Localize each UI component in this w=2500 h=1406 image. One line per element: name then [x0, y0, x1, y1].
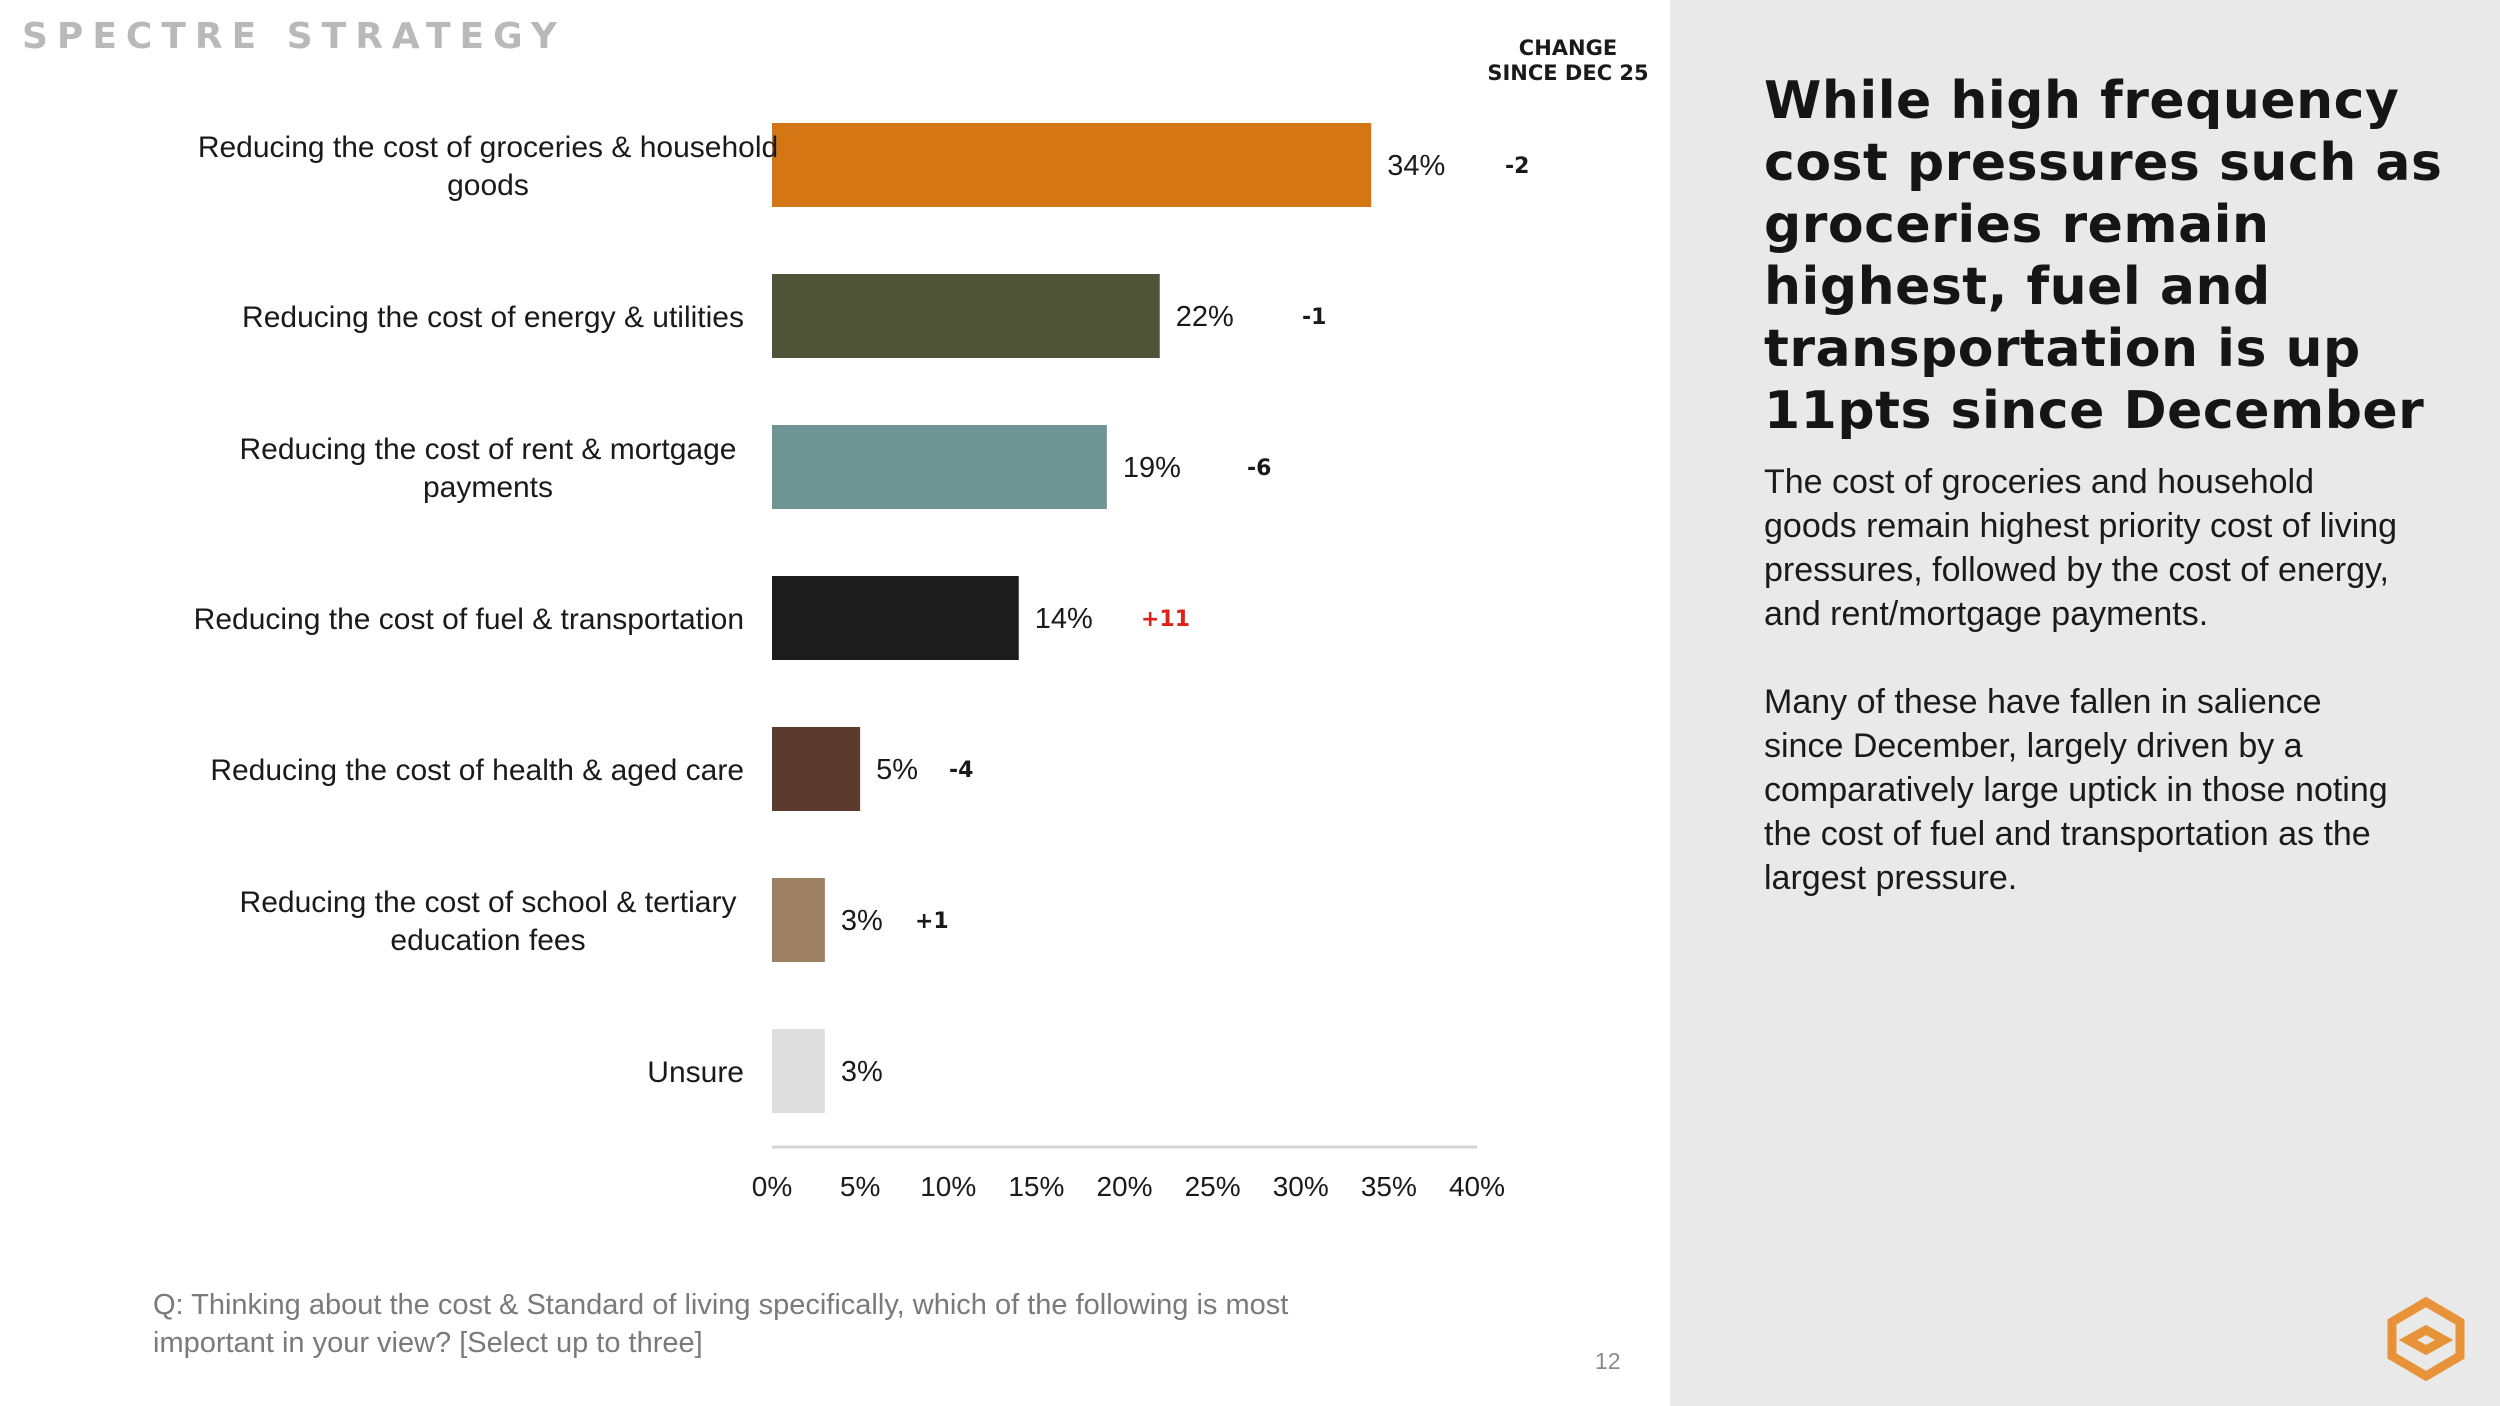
bar-4 — [772, 576, 1019, 660]
category-label: Reducing the cost of energy & utilities — [242, 301, 744, 334]
value-label: 3% — [841, 1056, 883, 1088]
summary-body: The cost of groceries and household good… — [1764, 460, 2404, 944]
category-label: education fees — [390, 924, 585, 957]
survey-question: Q: Thinking about the cost & Standard of… — [153, 1289, 1289, 1359]
x-tick-label: 20% — [1096, 1171, 1152, 1202]
x-tick-label: 10% — [920, 1171, 976, 1202]
summary-paragraph-1: The cost of groceries and household good… — [1764, 463, 2398, 633]
change-header-line2: SINCE DEC 25 — [1487, 61, 1649, 85]
change-label: +11 — [1141, 607, 1190, 632]
brand-name: SPECTRE STRATEGY — [22, 16, 566, 57]
x-tick-label: 5% — [840, 1171, 880, 1202]
category-label: Unsure — [647, 1056, 744, 1089]
x-tick-label: 0% — [752, 1171, 792, 1202]
bar-7 — [772, 1029, 825, 1113]
value-label: 14% — [1035, 603, 1093, 635]
brand-logo-icon — [2387, 1296, 2465, 1382]
change-label: -1 — [1302, 305, 1326, 330]
category-label: Reducing the cost of fuel & transportati… — [194, 603, 744, 636]
value-label: 3% — [841, 905, 883, 937]
summary-paragraph-2: Many of these have fallen in salience si… — [1764, 683, 2388, 897]
value-label: 22% — [1176, 301, 1234, 333]
summary-panel: While high frequency cost pressures such… — [1670, 0, 2500, 1406]
category-label: Reducing the cost of rent & mortgage — [240, 433, 737, 466]
page-number: 12 — [1595, 1348, 1621, 1374]
x-tick-label: 30% — [1273, 1171, 1329, 1202]
value-label: 5% — [876, 754, 918, 786]
category-label: goods — [447, 169, 529, 202]
change-label: -6 — [1247, 456, 1271, 481]
summary-headline: While high frequency cost pressures such… — [1764, 71, 2443, 441]
x-tick-label: 25% — [1185, 1171, 1241, 1202]
change-label: -4 — [949, 758, 973, 783]
x-tick-label: 15% — [1008, 1171, 1064, 1202]
category-label: Reducing the cost of health & aged care — [210, 754, 744, 787]
x-tick-label: 40% — [1449, 1171, 1505, 1202]
bar-chart: Reducing the cost of groceries & househo… — [194, 123, 1529, 1202]
change-label: -2 — [1505, 154, 1529, 179]
category-label: payments — [423, 471, 553, 504]
category-label: Reducing the cost of groceries & househo… — [198, 131, 778, 164]
category-label: Reducing the cost of school & tertiary — [240, 886, 737, 919]
bar-6 — [772, 878, 825, 962]
bar-3 — [772, 425, 1107, 509]
change-label: +1 — [915, 909, 949, 934]
value-label: 34% — [1387, 150, 1445, 182]
change-header-line1: CHANGE — [1518, 36, 1618, 60]
x-tick-label: 35% — [1361, 1171, 1417, 1202]
change-header: CHANGE SINCE DEC 25 — [1478, 36, 1658, 86]
bar-1 — [772, 123, 1372, 207]
bar-2 — [772, 274, 1160, 358]
value-label: 19% — [1123, 452, 1181, 484]
bar-5 — [772, 727, 861, 811]
